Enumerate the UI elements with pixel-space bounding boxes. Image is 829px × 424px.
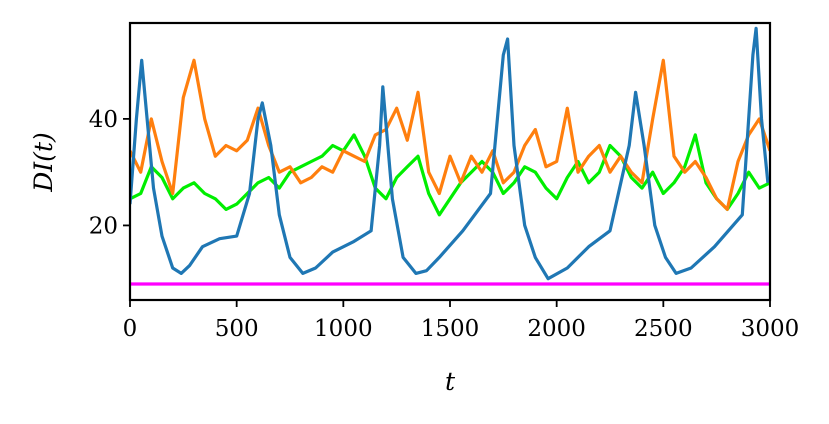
x-tick-label: 1000 — [314, 316, 373, 342]
x-tick-label: 2000 — [527, 316, 586, 342]
y-axis-label: DI(t) — [29, 132, 58, 192]
x-axis-label: t — [445, 367, 456, 396]
x-tick-label: 0 — [123, 316, 138, 342]
x-tick-label: 3000 — [741, 316, 800, 342]
y-tick-label: 40 — [89, 107, 118, 133]
x-tick-label: 2500 — [634, 316, 693, 342]
y-tick-label: 20 — [89, 213, 118, 239]
x-tick-label: 1500 — [421, 316, 480, 342]
series-line-1 — [130, 133, 770, 217]
series-line-3 — [130, 26, 770, 281]
series-line-2 — [130, 58, 770, 211]
series-layer — [130, 26, 770, 286]
x-tick-label: 500 — [215, 316, 259, 342]
x-axis: 0 500 1000 1500 2000 2500 3000 — [123, 300, 800, 342]
